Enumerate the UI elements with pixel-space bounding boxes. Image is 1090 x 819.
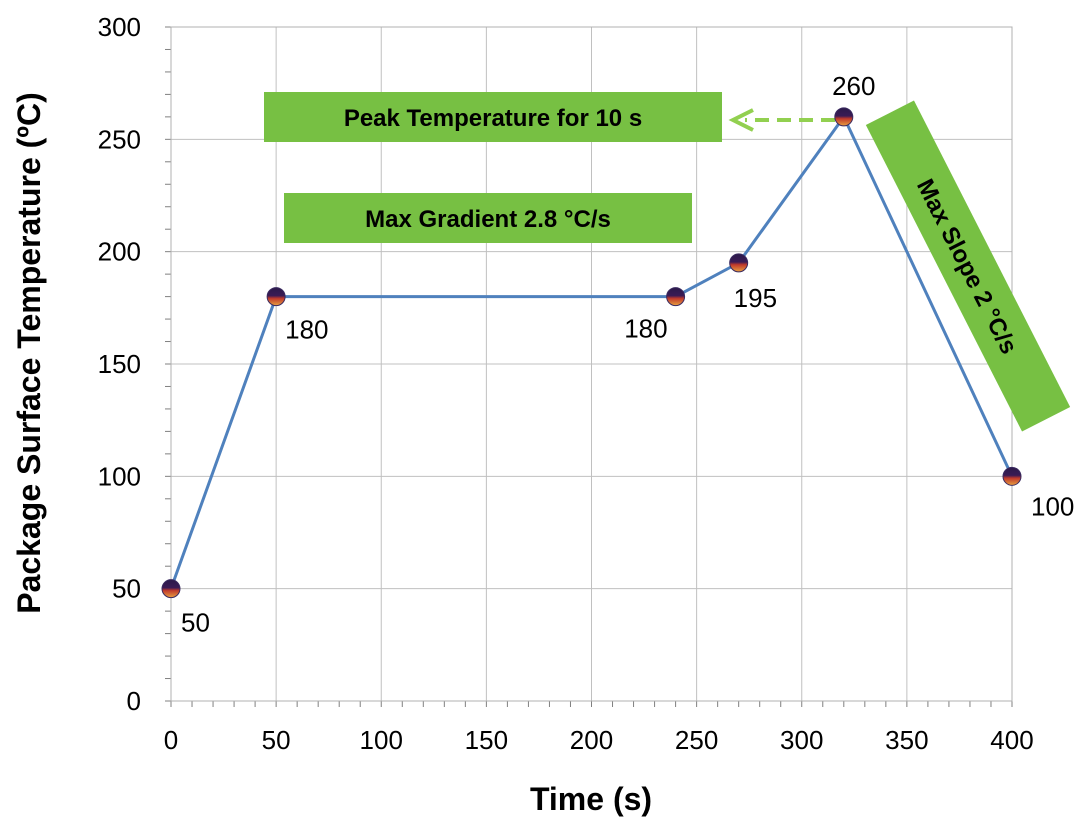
data-marker [266,287,286,307]
x-tick-label: 300 [780,725,823,755]
gradient-annotation-text: Max Gradient 2.8 °C/s [365,206,611,233]
data-label: 180 [285,315,328,345]
data-marker [729,253,749,273]
gradient-annotation-box [284,193,692,243]
y-tick-label: 50 [112,574,141,604]
x-tick-label: 50 [262,725,291,755]
y-tick-label: 300 [98,12,141,42]
data-marker [1002,466,1022,486]
y-axis-title: Package Surface Temperature (ºC) [11,92,47,614]
x-axis-title: Time (s) [530,781,652,817]
data-marker [666,287,686,307]
series-line [169,113,1014,590]
peak-arrow-head [728,108,754,132]
x-tick-labels: 0 50 100 150 200 250 300 350 400 [164,725,1034,755]
data-labels: 50 180 180 195 260 100 [181,71,1074,638]
x-tick-label: 150 [465,725,508,755]
x-tick-label: 200 [570,725,613,755]
data-marker [161,579,181,599]
data-label: 195 [734,283,777,313]
y-tick-label: 0 [127,686,141,716]
peak-annotation-box [264,92,722,142]
slope-annotation-text: Max Slope 2 °C/s [911,175,1022,359]
data-label: 180 [624,314,667,344]
data-label: 260 [832,71,875,101]
data-marker [834,107,854,127]
y-tick-label: 200 [98,237,141,267]
data-label: 50 [181,608,210,638]
x-tick-label: 100 [360,725,403,755]
x-tick-label: 0 [164,725,178,755]
data-label: 100 [1031,491,1074,521]
y-tick-labels: 0 50 100 150 200 250 300 [98,12,141,716]
y-tick-label: 150 [98,349,141,379]
peak-annotation-text: Peak Temperature for 10 s [344,105,642,132]
x-tick-label: 400 [990,725,1033,755]
y-tick-label: 250 [98,124,141,154]
slope-annotation-box [865,100,1071,432]
x-tick-label: 350 [885,725,928,755]
minor-ticks [165,26,1013,707]
data-markers [161,107,1022,599]
x-tick-label: 250 [675,725,718,755]
y-tick-label: 100 [98,461,141,491]
